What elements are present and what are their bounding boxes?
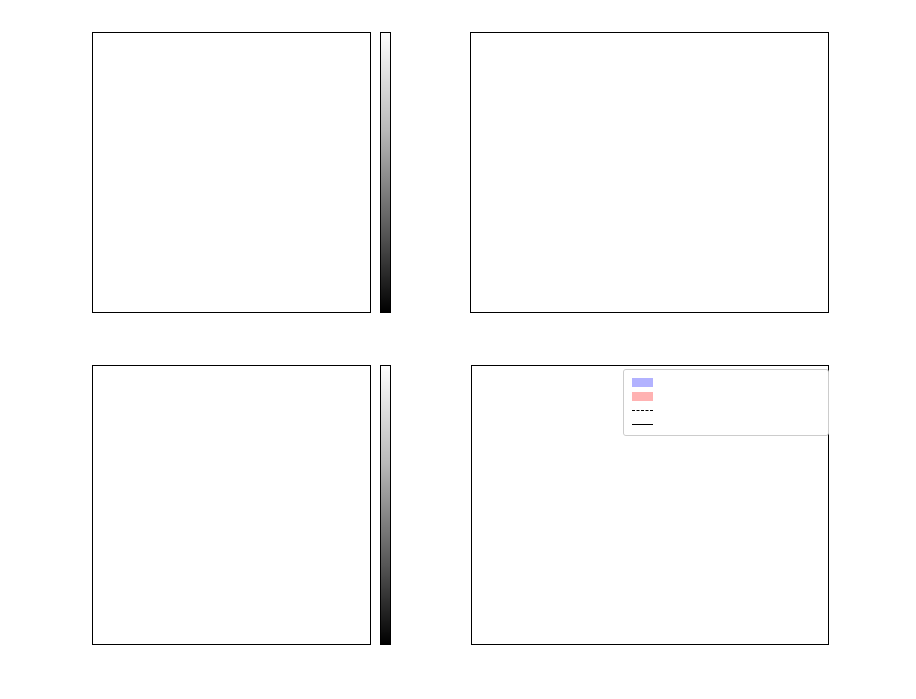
legend-swatch-solid-line (632, 423, 653, 425)
legend-item-known-srcs-residual (632, 375, 820, 389)
legend-swatch-dashed-line (632, 409, 653, 411)
legend-item-candidate-residual (632, 403, 820, 417)
gleam-colorbar (380, 365, 391, 645)
filter-image (92, 32, 371, 313)
legend-item-candidate-detection (632, 417, 820, 431)
filter-colorbar (380, 32, 391, 313)
lightcurve-plot (470, 32, 829, 313)
gleam-image (92, 365, 371, 645)
legend-swatch-pink-patch (632, 391, 653, 401)
legend-item-known-srcs-detection (632, 389, 820, 403)
histogram-legend (623, 369, 829, 436)
legend-swatch-blue-patch (632, 377, 653, 387)
